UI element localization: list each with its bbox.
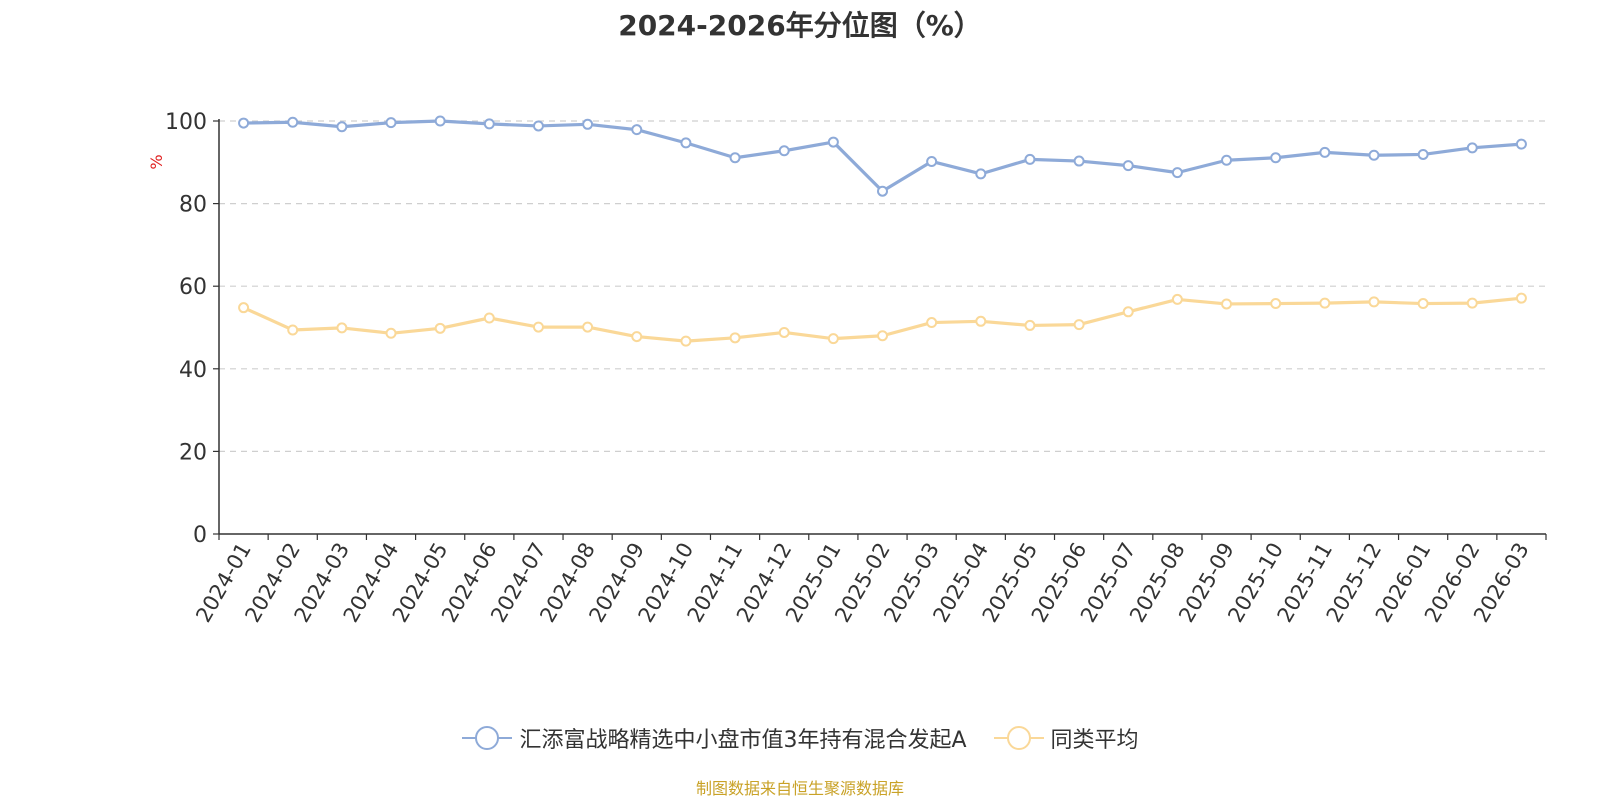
data-point <box>1515 292 1527 304</box>
y-tick-label: 20 <box>179 440 207 465</box>
data-point <box>483 312 495 324</box>
data-point <box>1073 319 1085 331</box>
data-point <box>385 117 397 129</box>
data-point <box>1221 154 1233 166</box>
data-point <box>582 321 594 333</box>
data-point <box>975 168 987 180</box>
data-point <box>434 322 446 334</box>
data-point <box>926 155 938 167</box>
data-point <box>1270 298 1282 310</box>
data-point <box>631 331 643 343</box>
data-point <box>1515 138 1527 150</box>
legend: 汇添富战略精选中小盘市值3年持有混合发起A 同类平均 <box>0 722 1600 754</box>
data-point <box>1270 152 1282 164</box>
data-point <box>877 330 888 342</box>
data-point <box>1466 297 1478 309</box>
data-point <box>877 185 888 197</box>
chart-title: 2024-2026年分位图（%） <box>618 9 982 42</box>
data-point <box>1171 293 1183 305</box>
data-point <box>238 302 250 314</box>
y-tick-label: 60 <box>179 275 207 300</box>
data-point <box>778 326 790 338</box>
series-line-1 <box>243 119 1522 193</box>
data-point <box>385 327 397 339</box>
data-point <box>631 124 643 136</box>
legend-marker-icon <box>462 726 513 750</box>
data-point <box>1171 167 1183 179</box>
data-point <box>827 136 839 148</box>
data-point <box>1466 142 1478 154</box>
source-note: 制图数据来自恒生聚源数据库 <box>695 779 904 798</box>
data-point <box>1073 155 1085 167</box>
data-point <box>336 322 348 334</box>
y-axis-label: % <box>147 154 166 169</box>
data-point <box>680 335 692 347</box>
y-tick-label: 80 <box>179 193 207 218</box>
legend-marker-icon <box>993 726 1044 750</box>
legend-label: 同类平均 <box>1050 728 1139 753</box>
data-point <box>336 121 348 133</box>
legend-item-2[interactable]: 同类平均 <box>993 722 1139 754</box>
data-point <box>434 115 446 127</box>
data-point <box>1221 298 1233 310</box>
y-tick-label: 40 <box>179 358 207 383</box>
data-point <box>1319 146 1331 158</box>
data-point <box>1368 296 1380 308</box>
data-point <box>729 152 741 164</box>
data-point <box>827 333 839 345</box>
data-point <box>1368 149 1380 161</box>
y-tick-label: 0 <box>193 523 207 548</box>
data-point <box>680 137 692 149</box>
legend-label: 汇添富战略精选中小盘市值3年持有混合发起A <box>519 728 967 753</box>
data-point <box>1024 153 1036 165</box>
data-point <box>975 315 987 327</box>
y-tick-label: 100 <box>165 110 207 135</box>
data-point <box>778 145 790 157</box>
data-point <box>1122 306 1134 318</box>
data-point <box>238 117 250 129</box>
data-point <box>287 324 299 336</box>
data-point <box>1122 160 1134 172</box>
data-point <box>582 118 594 130</box>
legend-item-1[interactable]: 汇添富战略精选中小盘市值3年持有混合发起A <box>461 722 967 754</box>
data-point <box>532 120 544 132</box>
data-point <box>483 118 495 130</box>
data-point <box>729 332 741 344</box>
data-point <box>287 116 299 128</box>
data-point <box>1417 298 1429 310</box>
data-point <box>532 321 544 333</box>
data-point <box>926 317 938 329</box>
data-point <box>1417 148 1429 160</box>
data-point <box>1319 297 1331 309</box>
data-point <box>1024 319 1036 331</box>
